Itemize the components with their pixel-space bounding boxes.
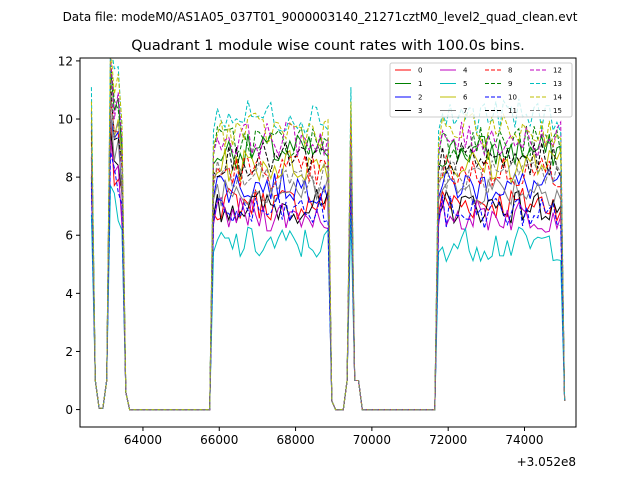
y-tick-label: 6: [65, 229, 73, 243]
x-tick-label: 64000: [124, 433, 162, 447]
x-tick-label: 68000: [276, 433, 314, 447]
legend-label-6: 6: [463, 94, 468, 102]
legend-label-10: 10: [508, 94, 517, 102]
y-tick-label: 12: [58, 54, 73, 68]
legend-label-14: 14: [553, 94, 562, 102]
y-tick-label: 2: [65, 345, 73, 359]
legend-label-5: 5: [463, 80, 467, 88]
legend-label-2: 2: [418, 94, 422, 102]
x-tick-label: 74000: [505, 433, 543, 447]
series-layer: [90, 58, 566, 411]
legend-label-1: 1: [418, 80, 422, 88]
y-tick-label: 8: [65, 171, 73, 185]
y-tick-label: 10: [58, 113, 73, 127]
y-tick-label: 4: [65, 287, 73, 301]
legend-label-8: 8: [508, 67, 512, 75]
x-tick-label: 72000: [429, 433, 467, 447]
chart-title: Quadrant 1 module wise count rates with …: [131, 38, 525, 54]
series-line-15: [90, 93, 566, 411]
x-offset-label: +3.052e8: [517, 455, 576, 469]
series-line-9: [90, 61, 566, 411]
legend-label-15: 15: [553, 107, 562, 115]
y-axis: 0 2 4 6 8 10 12: [58, 54, 80, 417]
x-axis: 64000 66000 68000 70000 72000 74000: [124, 427, 544, 447]
y-tick-label: 0: [65, 403, 73, 417]
figure-suptitle: Data file: modeM0/AS1A05_037T01_90000031…: [63, 10, 578, 24]
legend-label-7: 7: [463, 107, 467, 115]
legend-box: [389, 62, 573, 118]
legend-label-13: 13: [553, 80, 562, 88]
legend-label-0: 0: [418, 67, 422, 75]
legend-label-4: 4: [463, 67, 468, 75]
series-line-14: [90, 58, 566, 411]
x-tick-label: 70000: [353, 433, 391, 447]
legend-label-9: 9: [508, 80, 512, 88]
x-tick-label: 66000: [200, 433, 238, 447]
plot-frame: [79, 57, 577, 428]
legend-label-3: 3: [418, 107, 422, 115]
legend-label-11: 11: [508, 107, 517, 115]
legend-label-12: 12: [553, 67, 562, 75]
